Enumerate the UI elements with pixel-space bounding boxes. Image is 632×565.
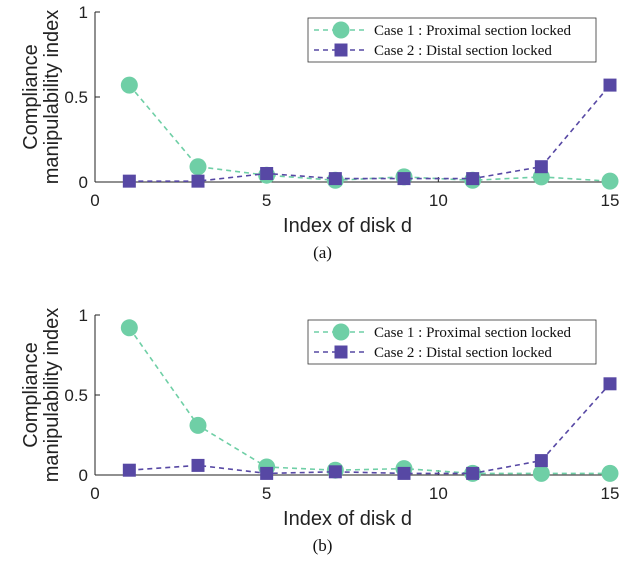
legend-box [307,17,597,63]
y-axis-label-line-2: manipulability index [41,308,63,483]
y-tick-label: 0.5 [64,88,88,107]
y-tick-label: 1 [79,306,88,325]
data-point [120,76,138,94]
y-axis-label: Compliance manipulability index [20,10,63,185]
data-point [534,454,548,468]
data-point [532,464,550,482]
data-point [328,465,342,479]
data-point [603,377,617,391]
y-tick-label: 1 [79,3,88,22]
data-point [189,416,207,434]
y-tick-label: 0 [79,466,88,485]
data-point [466,466,480,480]
x-tick-label: 0 [90,484,99,503]
series-case-2 [122,377,617,480]
legend-entry: Case 1 : Proximal section locked [374,23,572,39]
x-tick-label: 5 [262,484,271,503]
x-axis-label: Index of disk d [283,215,412,237]
legend: Case 1 : Proximal section locked Case 2 :… [307,17,597,63]
x-tick-label: 5 [262,191,271,210]
legend-box [307,319,597,365]
data-point [466,172,480,186]
x-tick-label: 10 [429,484,448,503]
chart-panel-b: 0 5 10 15 0 0.5 1 Index of disk d Compliance mani… [20,306,619,555]
data-point [397,172,411,186]
x-tick-label: 10 [429,191,448,210]
x-tick-label: 15 [601,484,620,503]
y-axis-label: Compliance manipulability index [20,308,63,483]
y-axis-label-line-1: Compliance [20,342,42,448]
legend-marker [334,43,348,57]
legend-entry: Case 1 : Proximal section locked [374,325,572,341]
data-point [328,172,342,186]
data-point [191,458,205,472]
data-point [122,174,136,188]
legend-entry: Case 2 : Distal section locked [374,345,552,361]
y-tick-label: 0 [79,173,88,192]
data-point [601,464,619,482]
series-line [128,84,611,182]
legend-entry: Case 2 : Distal section locked [374,43,552,59]
series-line [128,327,610,475]
legend-marker [332,21,350,39]
data-point [260,167,274,180]
data-point [189,158,207,176]
legend: Case 1 : Proximal section locked Case 2 :… [307,319,597,365]
data-point [603,78,617,92]
x-tick-label: 15 [601,191,620,210]
data-point [397,466,411,480]
chart-panel-a: 0 5 10 15 0 0.5 1 Index of disk d Compliance mani… [20,3,619,262]
x-tick-label: 0 [90,191,99,210]
figure-caption: (a) [313,243,332,262]
y-axis-label-line-1: Compliance [20,44,42,150]
legend-marker [334,345,348,359]
data-point [191,174,205,188]
y-axis-label-line-2: manipulability index [41,10,63,185]
data-point [120,319,138,337]
legend-marker [332,323,350,341]
data-point [260,466,274,480]
data-point [534,160,548,174]
figure-caption: (b) [313,536,333,555]
y-tick-label: 0.5 [64,386,88,405]
data-point [122,463,136,477]
x-axis-label: Index of disk d [283,508,412,530]
data-point [601,172,619,190]
series-case-2 [122,78,617,188]
